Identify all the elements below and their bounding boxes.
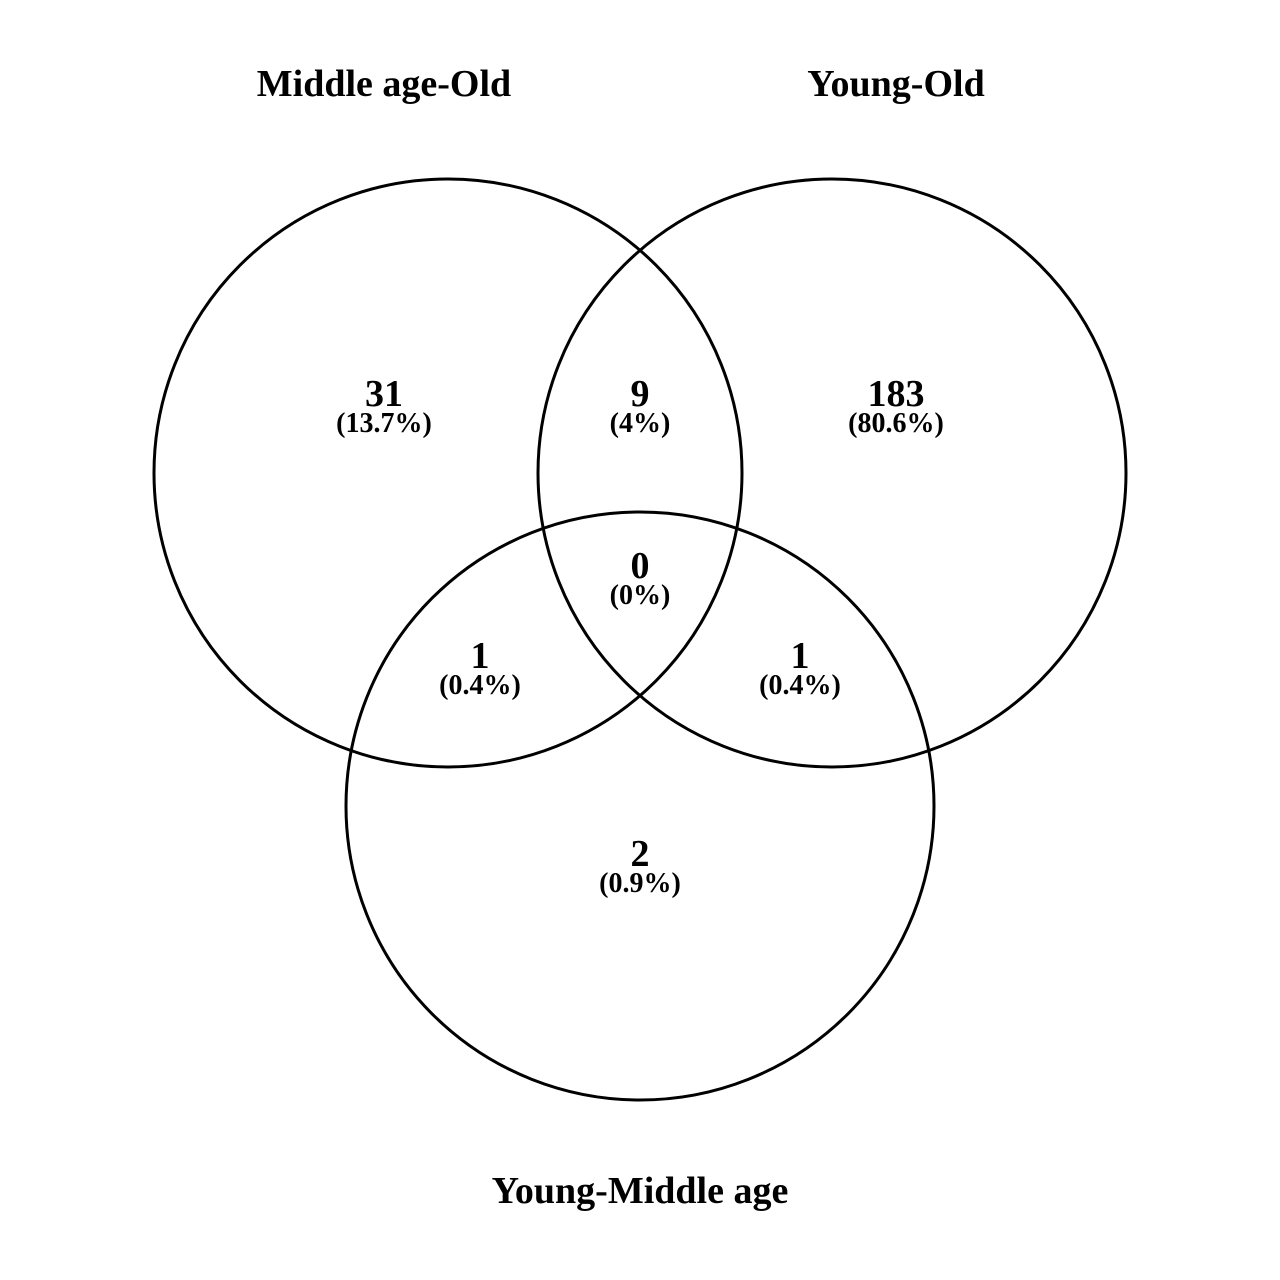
- region-count: 183: [868, 373, 925, 415]
- set-circle-young-middle-age: [344, 510, 936, 1102]
- region-count: 0: [631, 545, 650, 587]
- region-percent: (0%): [610, 580, 671, 611]
- region-count: 1: [471, 635, 490, 677]
- region-middle-age-old-and-young-middle-age: 1 (0.4%): [439, 635, 521, 701]
- region-percent: (80.6%): [848, 408, 944, 439]
- region-percent: (0.4%): [759, 670, 841, 701]
- region-young-old-only: 183 (80.6%): [848, 373, 944, 439]
- region-count: 31: [365, 373, 403, 415]
- set-label-middle-age-old: Middle age-Old: [257, 63, 511, 105]
- region-middle-age-old-and-young-old: 9 (4%): [610, 373, 671, 439]
- region-count: 2: [631, 833, 650, 875]
- region-count: 1: [791, 635, 810, 677]
- set-label-young-middle-age: Young-Middle age: [492, 1170, 789, 1212]
- region-young-middle-age-only: 2 (0.9%): [599, 833, 681, 899]
- region-percent: (0.9%): [599, 868, 681, 899]
- region-all-three: 0 (0%): [610, 545, 671, 611]
- set-circle-young-old: [536, 177, 1128, 769]
- set-circle-middle-age-old: [152, 177, 744, 769]
- region-middle-age-old-only: 31 (13.7%): [336, 373, 432, 439]
- region-percent: (13.7%): [336, 408, 432, 439]
- region-percent: (0.4%): [439, 670, 521, 701]
- region-count: 9: [631, 373, 650, 415]
- region-percent: (4%): [610, 408, 671, 439]
- set-label-young-old: Young-Old: [807, 63, 984, 105]
- region-young-old-and-young-middle-age: 1 (0.4%): [759, 635, 841, 701]
